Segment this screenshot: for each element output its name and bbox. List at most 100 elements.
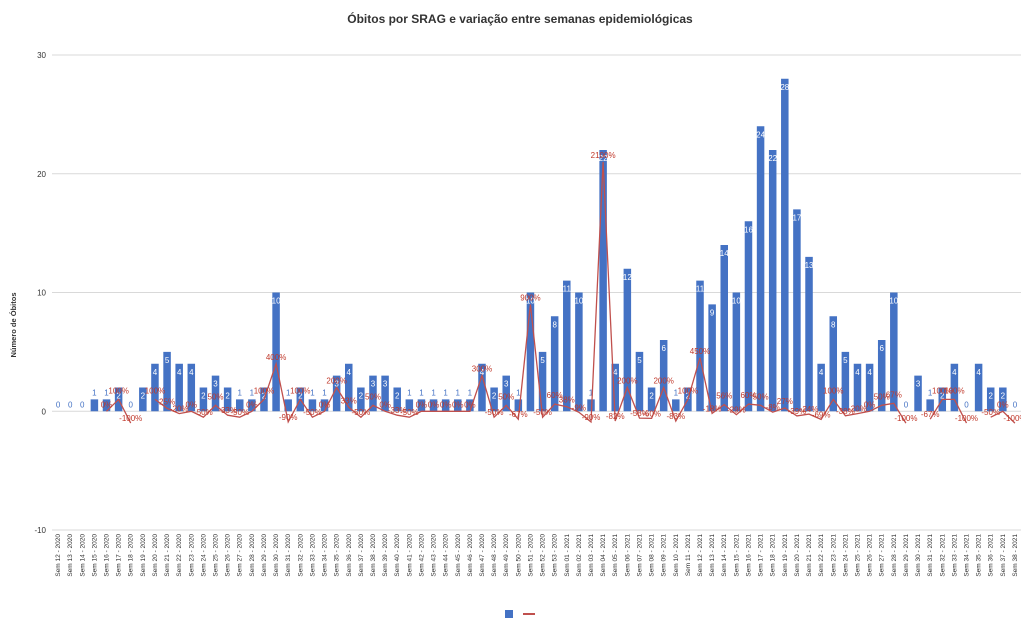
bar-data-label: 22 xyxy=(599,154,608,163)
bar xyxy=(235,399,244,412)
bar xyxy=(393,387,401,412)
x-tick-label: Sem 22 - 2021 xyxy=(818,534,825,577)
bar-data-label: 22 xyxy=(768,154,777,163)
x-tick-label: Sem 19 - 2020 xyxy=(140,534,147,577)
bar-data-label: 1 xyxy=(419,388,424,397)
variation-line xyxy=(106,398,132,424)
variation-data-label: 60% xyxy=(740,391,756,400)
variation-data-label: 27% xyxy=(777,397,793,406)
variation-data-label: -50% xyxy=(533,408,552,417)
x-tick-label: Sem 01 - 2021 xyxy=(564,534,571,577)
y-tick-label: 10 xyxy=(37,289,46,298)
y-tick-label: 30 xyxy=(37,51,46,60)
bar-data-label: 6 xyxy=(661,344,666,353)
bar-data-label: 5 xyxy=(165,356,170,365)
y-tick-label: 20 xyxy=(37,170,46,179)
x-tick-label: Sem 36 - 2021 xyxy=(988,534,995,577)
bar-data-label: 0 xyxy=(56,400,61,409)
bar-data-label: 3 xyxy=(371,380,376,389)
bar xyxy=(829,316,838,412)
bar xyxy=(708,304,716,412)
variation-data-label: 400% xyxy=(266,353,286,362)
x-tick-label: Sem 19 - 2021 xyxy=(782,534,789,577)
variation-data-label: 50% xyxy=(365,392,381,401)
x-tick-label: Sem 07 - 2021 xyxy=(637,534,644,577)
bar-data-label: 4 xyxy=(867,368,872,377)
bar-data-label: 1 xyxy=(928,388,933,397)
bar-data-label: 12 xyxy=(623,273,632,282)
x-tick-label: Sem 49 - 2020 xyxy=(503,534,510,577)
bar-data-label: 1 xyxy=(310,388,315,397)
x-tick-label: Sem 32 - 2021 xyxy=(939,534,946,577)
bar-data-label: 10 xyxy=(526,297,535,306)
variation-data-label: 0% xyxy=(864,400,876,409)
x-tick-labels: Sem 12 - 2020 Sem 13 - 2020 Sem 14 - 2020 S… xyxy=(55,534,1019,577)
bar-data-label: 1 xyxy=(238,388,243,397)
variation-line xyxy=(990,410,1016,424)
variation-line xyxy=(154,161,907,424)
bar xyxy=(466,399,474,412)
bar-data-label: 3 xyxy=(383,380,388,389)
bar-data-label: 2 xyxy=(225,392,230,401)
x-tick-label: Sem 38 - 2020 xyxy=(370,534,377,577)
bar xyxy=(441,399,450,412)
x-tick-label: Sem 20 - 2020 xyxy=(152,534,159,577)
bar xyxy=(502,375,510,412)
bar xyxy=(211,375,220,412)
variation-data-label: 60% xyxy=(547,391,563,400)
variation-data-label: 450% xyxy=(690,347,710,356)
bar-data-label: 10 xyxy=(574,297,583,306)
bar-data-label: 1 xyxy=(286,388,291,397)
variation-data-label: -29% xyxy=(727,406,746,415)
x-tick-label: Sem 48 - 2020 xyxy=(491,534,498,577)
bar-data-label: 17 xyxy=(792,213,801,222)
bar-data-label: 4 xyxy=(177,368,182,377)
bar-data-label: 4 xyxy=(347,368,352,377)
x-tick-label: Sem 08 - 2021 xyxy=(649,534,656,577)
bar xyxy=(550,316,559,412)
bar xyxy=(381,375,389,412)
bar-data-label: 4 xyxy=(613,368,618,377)
x-tick-label: Sem 03 - 2021 xyxy=(588,534,595,577)
variation-data-label: -50% xyxy=(400,408,419,417)
variation-data-label: 100% xyxy=(145,386,165,395)
x-tick-label: Sem 02 - 2021 xyxy=(576,534,583,577)
bar xyxy=(805,256,813,412)
x-tick-label: Sem 13 - 2020 xyxy=(67,534,74,577)
bar xyxy=(647,387,656,412)
bar-data-label: 4 xyxy=(976,368,981,377)
x-tick-label: Sem 31 - 2021 xyxy=(927,534,934,577)
x-tick-label: Sem 16 - 2020 xyxy=(104,534,111,577)
bar xyxy=(272,292,280,412)
variation-data-label: 56% xyxy=(716,392,732,401)
x-tick-label: Sem 39 - 2020 xyxy=(382,534,389,577)
bar-data-label: 4 xyxy=(819,368,824,377)
x-tick-label: Sem 32 - 2020 xyxy=(297,534,304,577)
x-tick-label: Sem 35 - 2021 xyxy=(976,534,983,577)
legend xyxy=(505,610,535,618)
variation-data-label: 0% xyxy=(101,400,113,409)
bar xyxy=(526,292,535,412)
y-tick-label: -10 xyxy=(34,526,46,535)
bar-data-label: 1 xyxy=(674,388,679,397)
line-series: 0%100%-100%100%25%-20%0%-50%50%-33%-50%0… xyxy=(101,151,1021,424)
x-tick-label: Sem 43 - 2020 xyxy=(431,534,438,577)
x-tick-label: Sem 18 - 2021 xyxy=(770,534,777,577)
variation-data-label: 0% xyxy=(416,400,428,409)
bar-data-label: 0 xyxy=(1013,400,1018,409)
variation-data-label: -20% xyxy=(848,405,867,414)
bar-data-label: 4 xyxy=(952,368,957,377)
variation-data-label: 0% xyxy=(464,400,476,409)
variation-data-label: 50% xyxy=(874,392,890,401)
bar-data-label: 4 xyxy=(480,368,485,377)
bar xyxy=(369,375,377,412)
x-tick-label: Sem 04 - 2021 xyxy=(600,534,607,577)
x-tick-label: Sem 24 - 2021 xyxy=(842,534,849,577)
x-tick-label: Sem 09 - 2021 xyxy=(661,534,668,577)
bar-data-label: 10 xyxy=(272,297,281,306)
x-tick-label: Sem 28 - 2021 xyxy=(891,534,898,577)
x-tick-label: Sem 14 - 2020 xyxy=(79,534,86,577)
x-tick-label: Sem 26 - 2020 xyxy=(225,534,232,577)
bar xyxy=(357,387,365,412)
